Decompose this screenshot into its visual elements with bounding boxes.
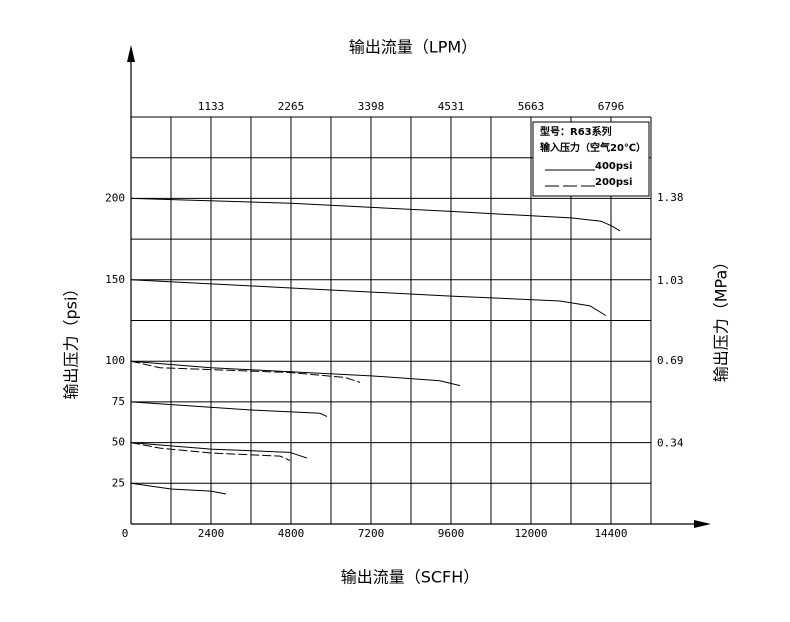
y-tick-label: 150 xyxy=(105,273,125,286)
curve xyxy=(130,442,308,459)
x-tick-label: 7200 xyxy=(358,527,385,540)
x2-tick-label: 1133 xyxy=(198,100,225,113)
legend-title: 输入压力（空气20℃） xyxy=(540,141,646,154)
curve xyxy=(130,482,227,495)
legend-box xyxy=(532,121,650,197)
y-arrow xyxy=(127,45,135,62)
x2-tick-label: 2265 xyxy=(278,100,305,113)
x-tick-label: 0 xyxy=(122,527,129,540)
y-tick-label: 100 xyxy=(105,354,125,367)
x-axis-title: 输出流量（SCFH） xyxy=(341,568,480,587)
legend-title: 型号：R63系列 xyxy=(540,125,612,138)
curve xyxy=(130,360,461,387)
x2-tick-label: 3398 xyxy=(358,100,385,113)
legend-label: 400psi xyxy=(595,161,632,172)
x-tick-label: 2400 xyxy=(198,527,225,540)
y-tick-label: 200 xyxy=(105,191,125,204)
x-tick-label: 12000 xyxy=(514,527,547,540)
y-axis-title: 输出压力（psi） xyxy=(62,281,81,400)
y-tick-label: 25 xyxy=(112,476,125,489)
x-tick-label: 4800 xyxy=(278,527,305,540)
x2-tick-label: 6796 xyxy=(598,100,625,113)
top-axis-title: 输出流量（LPM） xyxy=(349,38,477,57)
y2-tick-label: 0.34 xyxy=(657,437,684,450)
y-tick-label: 50 xyxy=(112,436,125,449)
x-tick-label: 9600 xyxy=(438,527,465,540)
x-arrow xyxy=(694,520,711,528)
x2-tick-label: 4531 xyxy=(438,100,465,113)
y-tick-label: 75 xyxy=(112,395,125,408)
curve xyxy=(130,360,361,383)
legend-label: 200psi xyxy=(595,177,632,188)
y2-axis-title: 输出压力（MPa） xyxy=(712,254,731,383)
curve xyxy=(130,197,621,232)
curve xyxy=(130,279,607,317)
curve xyxy=(130,401,328,418)
x2-tick-label: 5663 xyxy=(518,100,545,113)
curve xyxy=(130,442,291,461)
y2-tick-label: 0.69 xyxy=(657,354,684,367)
x-tick-label: 14400 xyxy=(594,527,627,540)
y2-tick-label: 1.03 xyxy=(657,274,684,287)
y2-tick-label: 1.38 xyxy=(657,191,684,204)
